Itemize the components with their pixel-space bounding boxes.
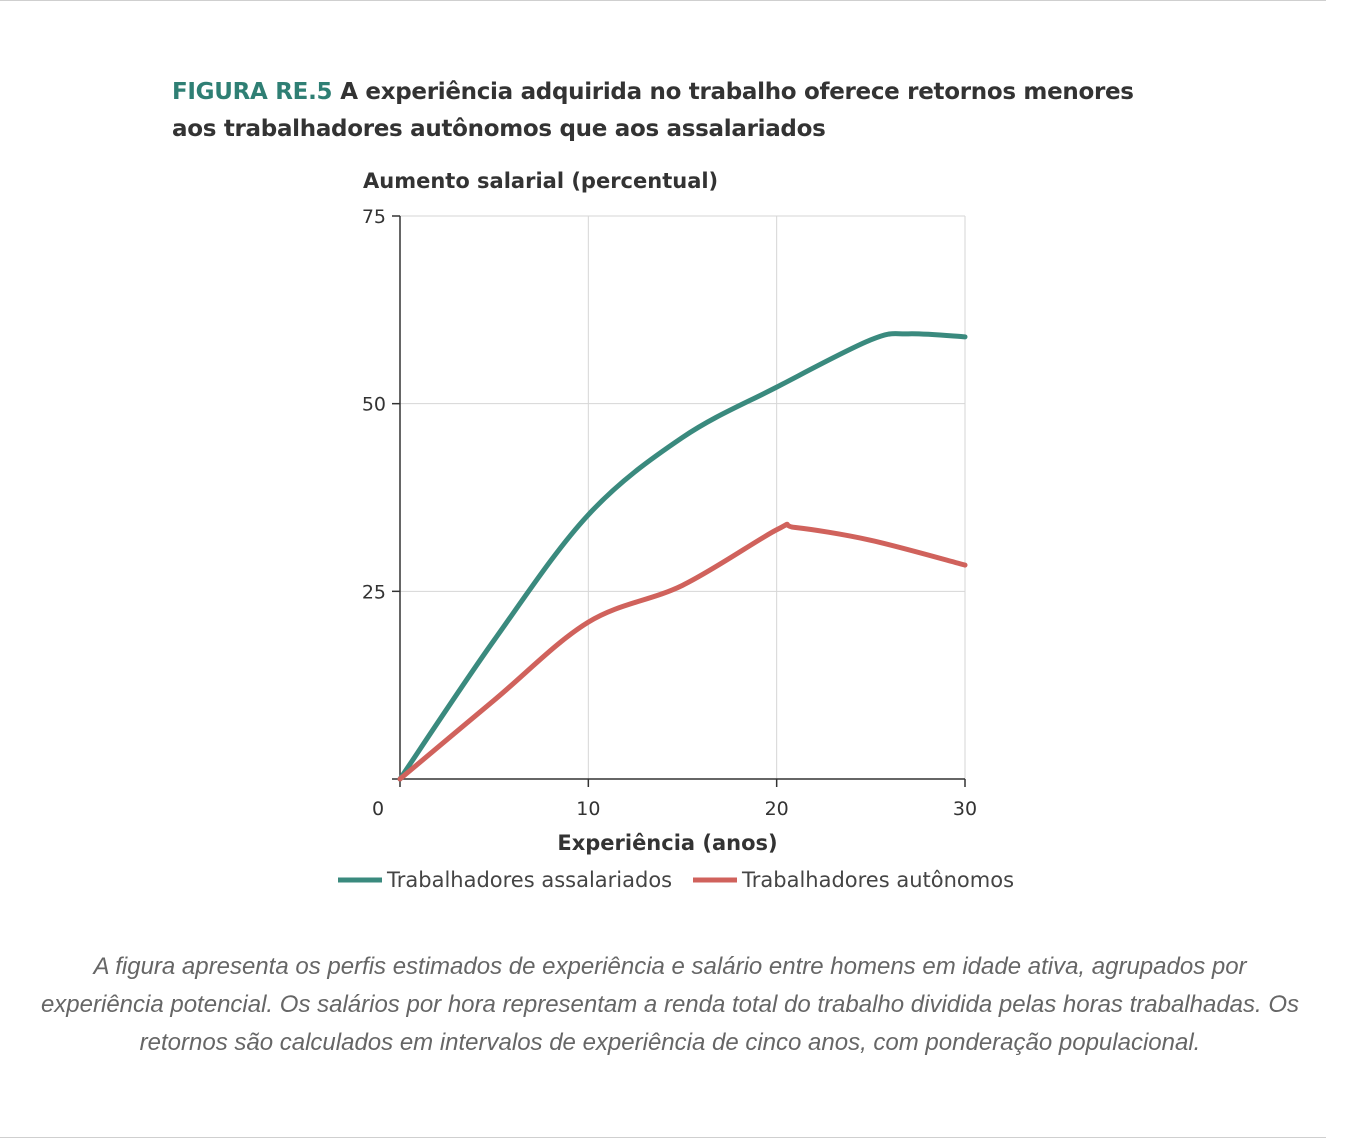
figure-caption: A figura apresenta os perfis estimados d… bbox=[40, 953, 1300, 1056]
line-chart: 25 50 75 0 10 20 30 Aumento salarial (percentua… bbox=[338, 169, 1014, 892]
series-line-0 bbox=[397, 331, 968, 782]
y-tick-label: 75 bbox=[362, 206, 386, 228]
x-tick-label: 0 bbox=[372, 798, 384, 820]
figure-title-line1: A experiência adquirida no trabalho ofer… bbox=[340, 79, 1134, 105]
y-tick-label: 50 bbox=[362, 394, 386, 416]
y-tick-label: 25 bbox=[362, 581, 386, 603]
x-axis-label: Experiência (anos) bbox=[557, 831, 777, 855]
x-tick-label: 10 bbox=[576, 798, 600, 820]
x-tick-label: 20 bbox=[765, 798, 789, 820]
legend-label: Trabalhadores autônomos bbox=[741, 868, 1014, 892]
figure-title: FIGURA RE.5 A experiência adquirida no tr… bbox=[172, 74, 1134, 148]
series-line-1 bbox=[397, 521, 968, 782]
figure-label: FIGURA RE.5 bbox=[172, 79, 333, 105]
y-axis-label: Aumento salarial (percentual) bbox=[363, 169, 718, 193]
figure-title-line2: aos trabalhadores autônomos que aos assa… bbox=[172, 116, 826, 142]
x-tick-label: 30 bbox=[953, 798, 977, 820]
legend-label: Trabalhadores assalariados bbox=[386, 868, 672, 892]
top-divider bbox=[0, 0, 1326, 1]
bottom-divider bbox=[0, 1137, 1326, 1138]
